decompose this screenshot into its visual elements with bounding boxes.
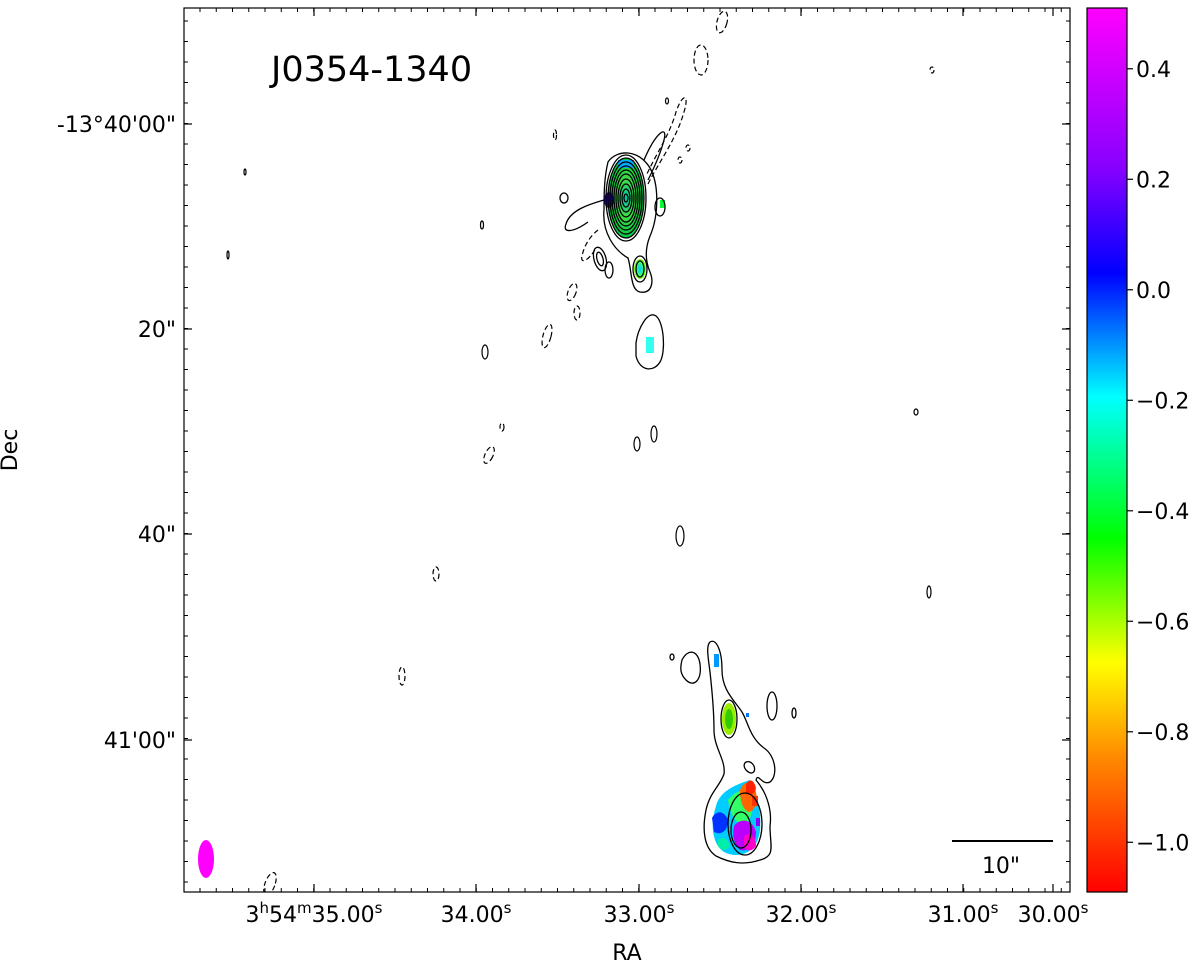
colorbar-tick-label: −0.6 [1136,610,1189,635]
colorbar-tick-label: 0.2 [1136,168,1171,193]
y-axis-title: Dec [0,429,23,472]
colorbar-tick-label: 0.0 [1136,279,1171,304]
dec-tick-label: 40" [138,523,176,548]
ra-tick-label: 3h54m35.00s [246,899,383,928]
ra-tick-label: 31.00s [928,899,999,928]
source-name-label: J0354-1340 [269,50,472,90]
radio-image [198,10,1053,892]
colorbar-tick-label: −1.0 [1136,831,1189,856]
ra-tick-label: 30.00s [1018,899,1089,928]
ra-tick-label: 34.00s [441,899,512,928]
south-lobe [669,640,797,864]
ra-tick-label: 33.00s [604,899,675,928]
dec-tick-label: -13°40'00" [57,113,176,138]
core-component [226,10,935,892]
dec-tick-label: 41'00" [104,729,176,754]
colorbar [1086,7,1128,893]
x-axis-title: RA [612,941,641,966]
dec-tick-label: 20" [138,318,176,343]
ra-tick-labels: 3h54m35.00s 34.00s 33.00s 32.00s 31.00s 30.00… [246,899,1089,928]
plot-frame [183,7,1071,893]
beam-ellipse [198,840,214,878]
colorbar-tick-label: −0.8 [1136,721,1189,746]
scale-bar-label: 10" [982,854,1020,879]
colorbar-tick-label: −0.2 [1136,389,1189,414]
colorbar-tick-label: 0.4 [1136,58,1171,83]
colorbar-ticks: 0.4 0.2 0.0 −0.2 −0.4 −0.6 −0.8 −1.0 [1127,58,1189,856]
colorbar-tick-label: −0.4 [1136,500,1189,525]
ra-tick-label: 32.00s [766,899,837,928]
major-ticks [184,8,1070,892]
dec-tick-labels: -13°40'00" 20" 40" 41'00" [57,113,176,754]
